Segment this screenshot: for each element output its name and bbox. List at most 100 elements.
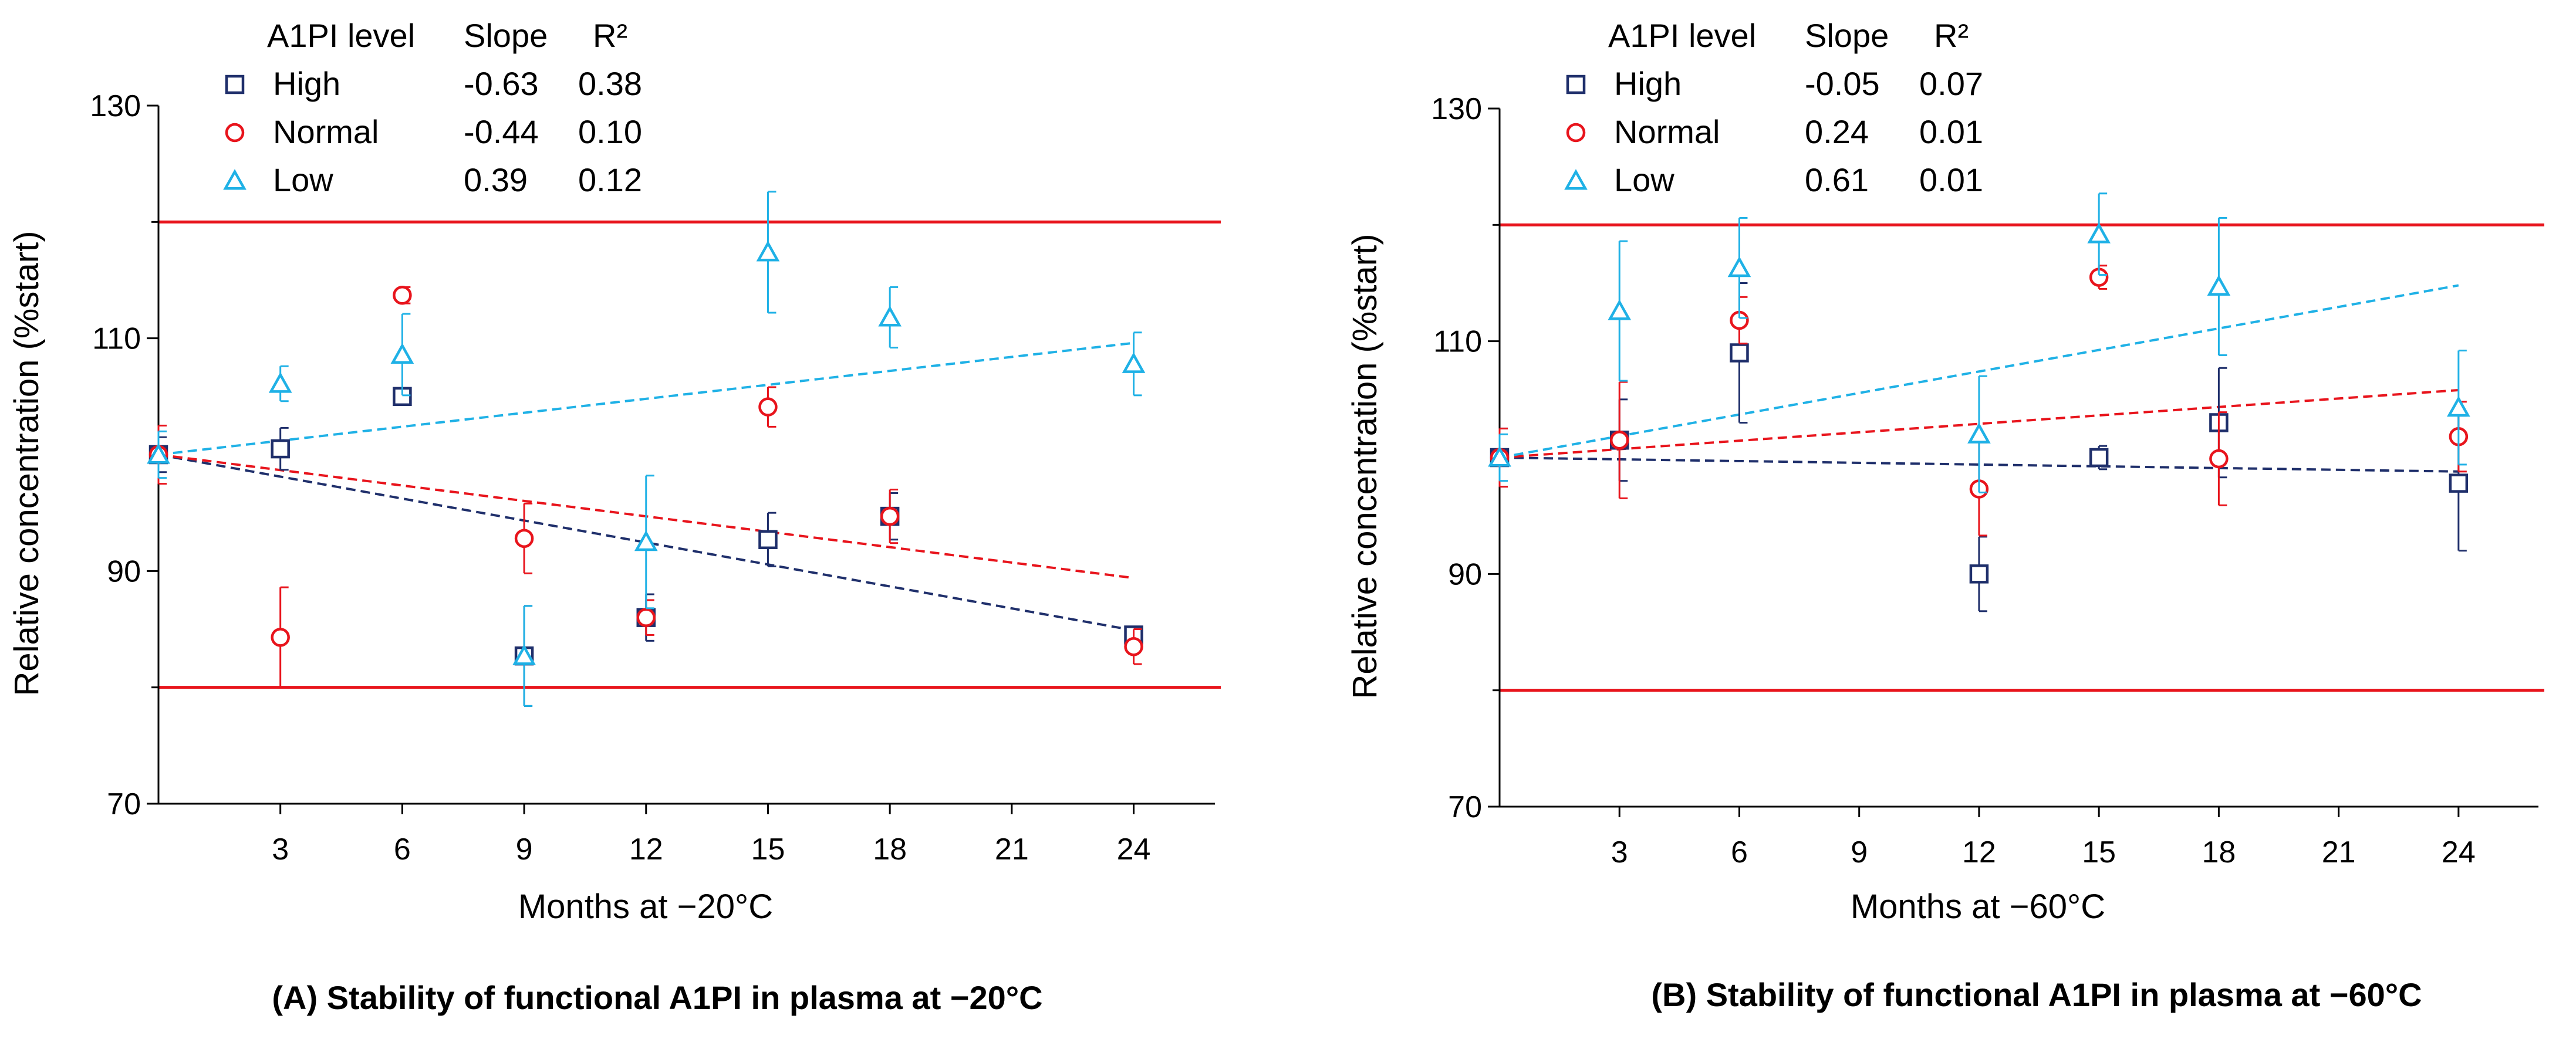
x-axis-label: Months at −60°C [1851,888,2105,926]
data-point [268,372,292,393]
data-point [2207,275,2231,296]
series-low [1488,192,2470,493]
legend-marker-normal [1566,123,1586,143]
legend-header-slope: Slope [464,17,548,54]
y-axis-label: Relative concentration (%start) [8,231,46,696]
trend-line-low [158,341,1134,456]
legend-header-r2: R² [593,17,627,54]
legend-slope-low: 0.61 [1805,161,1869,198]
data-point [390,343,414,364]
data-point [758,530,778,550]
panel-a: 70 90 110 130 3 6 9 12 15 18 21 24 Months at −20°C Re… [8,17,1221,1016]
data-point [2087,222,2111,243]
y-tick-label: 90 [1448,557,1482,591]
data-point [1609,431,1629,450]
legend-slope-high: -0.63 [464,65,539,102]
legend-label-high: High [1614,65,1682,102]
panel-b: 70 90 110 130 3 6 9 12 15 18 21 24 Months at −60°C Re… [1346,17,2544,1013]
data-point [271,628,290,647]
data-point [634,530,658,551]
legend-marker-high [1566,75,1586,94]
legend-marker-low [223,169,247,190]
x-tick-label: 21 [995,832,1029,866]
data-point [636,608,656,627]
legend-slope-high: -0.05 [1805,65,1880,102]
legend-marker-low [1564,169,1588,190]
y-axis-label: Relative concentration (%start) [1346,234,1384,699]
data-point [878,306,902,327]
x-tick-label: 9 [1851,835,1868,869]
legend-r2-low: 0.12 [578,161,642,198]
data-point [514,529,534,549]
y-tick-label: 70 [1448,790,1482,824]
legend-label-low: Low [1614,161,1674,198]
data-point [1969,564,1989,584]
data-point [271,439,290,459]
panel-caption: (B) Stability of functional A1PI in plas… [1651,976,2422,1013]
y-tick-label: 90 [107,554,141,588]
legend-slope-normal: -0.44 [464,113,539,150]
data-point [393,286,412,305]
data-point [1122,352,1146,373]
data-point [2449,473,2469,493]
data-point [1608,299,1632,320]
y-tick-label: 110 [1433,325,1482,359]
data-point [1730,343,1749,363]
y-tick-label: 70 [107,787,141,821]
panel-caption: (A) Stability of functional A1PI in plas… [272,979,1042,1016]
legend-slope-normal: 0.24 [1805,113,1869,150]
data-point [880,506,900,526]
trend-line-high [158,453,1134,632]
x-tick-label: 15 [2082,835,2116,869]
legend-r2-high: 0.07 [1919,65,1983,102]
legend-r2-high: 0.38 [578,65,642,102]
trend-line-low [1499,284,2459,459]
legend-r2-normal: 0.01 [1919,113,1983,150]
legend-r2-low: 0.01 [1919,161,1983,198]
data-point [2209,449,2229,469]
legend-r2-normal: 0.10 [578,113,642,150]
x-tick-label: 21 [2322,835,2356,869]
legend-header-r2: R² [1934,17,1969,54]
x-tick-label: 18 [873,832,907,866]
legend-marker-normal [225,123,245,143]
legend: A1PI level Slope R² High -0.63 0.38 Normal -0.4… [223,17,642,198]
data-point [2089,448,2109,468]
x-tick-label: 24 [1117,832,1151,866]
x-tick-label: 3 [1611,835,1628,869]
legend: A1PI level Slope R² High -0.05 0.07 Normal 0.24… [1564,17,1983,198]
x-tick-label: 18 [2202,835,2236,869]
data-point [2447,395,2470,417]
legend-header-slope: Slope [1805,17,1889,54]
x-tick-label: 3 [272,832,289,866]
x-tick-label: 15 [751,832,785,866]
series-low [147,191,1146,707]
legend-slope-low: 0.39 [464,161,528,198]
y-tick-label: 130 [90,89,141,123]
y-tick-label: 130 [1431,92,1482,126]
x-tick-label: 6 [394,832,411,866]
data-point [512,644,536,665]
x-axis-label: Months at −20°C [518,888,773,926]
legend-marker-high [225,75,245,94]
data-point [147,443,170,464]
y-tick-label: 110 [92,322,141,356]
legend-label-low: Low [273,161,333,198]
legend-label-normal: Normal [1614,113,1720,150]
data-point [758,397,778,417]
trend-line-normal [1499,388,2459,459]
data-point [1967,422,1991,444]
trend-line-high [1499,456,2459,473]
data-point [1727,256,1751,277]
x-tick-label: 9 [516,832,533,866]
legend-label-high: High [273,65,340,102]
data-point [1488,446,1511,467]
x-tick-label: 12 [629,832,663,866]
data-point [1124,637,1143,656]
x-tick-label: 12 [1962,835,1996,869]
x-tick-label: 24 [2442,835,2476,869]
x-tick-label: 6 [1731,835,1748,869]
legend-header-level: A1PI level [267,17,415,54]
data-point [756,240,780,262]
